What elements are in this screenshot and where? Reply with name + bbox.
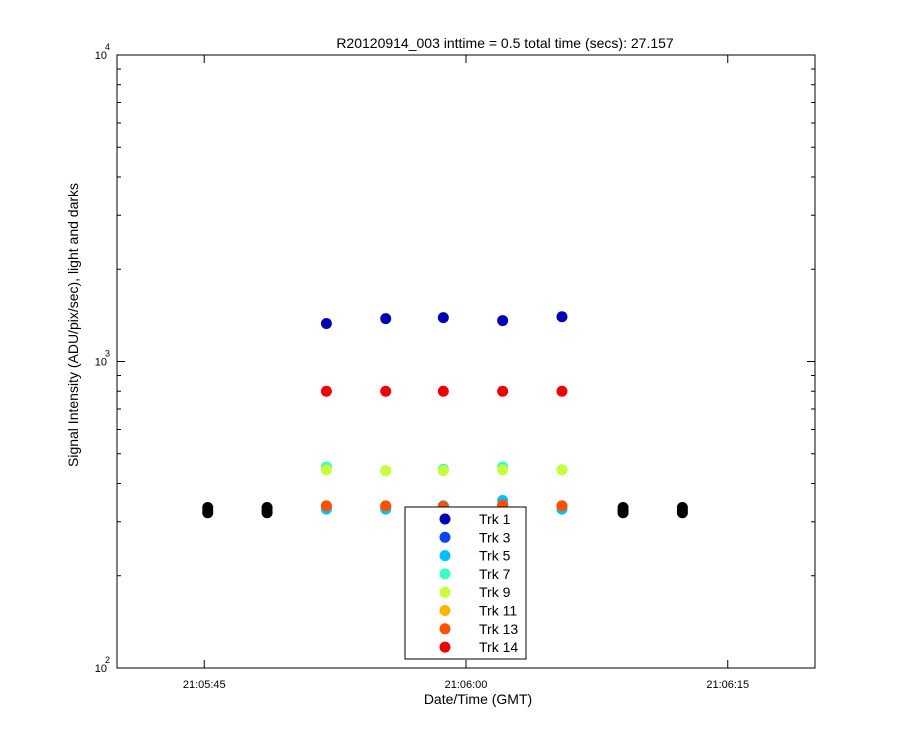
data-point: [320, 385, 332, 397]
legend-label: Trk 3: [479, 529, 511, 545]
y-tick-label-base: 10: [95, 663, 107, 675]
data-points: [202, 311, 688, 519]
legend-label: Trk 1: [479, 511, 511, 527]
data-point: [380, 500, 392, 512]
series-trk-14: [320, 385, 568, 397]
legend-items: Trk 1 Trk 3 Trk 5 Trk 7 Trk 9 Trk 11 Trk 13 Trk…: [439, 511, 518, 655]
legend-label: Trk 13: [479, 621, 518, 637]
x-axis-title: Date/Time (GMT): [424, 691, 532, 707]
data-point: [320, 318, 332, 330]
data-point: [380, 385, 392, 397]
y-tick-label-exponent: 2: [105, 655, 110, 665]
minor-ticks: [117, 68, 815, 577]
legend-entry: Trk 11: [439, 603, 517, 619]
y-tick-label: 104: [95, 42, 110, 62]
y-tick-label-base: 10: [95, 357, 107, 369]
legend-marker: [439, 513, 451, 525]
legend-marker: [439, 623, 451, 635]
series-dark-frames: [202, 501, 688, 519]
legend-entry: Trk 13: [439, 621, 518, 637]
data-point: [320, 500, 332, 512]
legend-label: Trk 14: [479, 639, 518, 655]
data-point: [437, 385, 449, 397]
legend-marker: [439, 550, 451, 562]
legend-marker: [439, 568, 451, 580]
x-tick-label: 21:06:00: [445, 679, 488, 691]
legend-entry: Trk 9: [439, 584, 511, 600]
legend: Trk 1 Trk 3 Trk 5 Trk 7 Trk 9 Trk 11 Trk 13 Trk…: [404, 506, 527, 660]
data-point: [497, 464, 509, 476]
legend-entry: Trk 7: [439, 566, 511, 582]
legend-box: [404, 506, 527, 660]
x-tick-label: 21:05:45: [183, 679, 226, 691]
data-point: [676, 501, 688, 513]
data-point: [380, 465, 392, 477]
y-tick-label: 102: [95, 655, 110, 675]
legend-marker: [439, 531, 451, 543]
data-point: [556, 464, 568, 476]
data-point: [261, 501, 273, 513]
data-point: [556, 500, 568, 512]
series-trk-9: [320, 464, 568, 477]
data-point: [437, 465, 449, 477]
data-point: [556, 385, 568, 397]
data-point: [617, 501, 629, 513]
data-point: [320, 464, 332, 476]
data-point: [380, 313, 392, 325]
y-axis-title: Signal Intensity (ADU/pix/sec), light an…: [65, 183, 81, 467]
data-point: [497, 315, 509, 327]
legend-entry: Trk 1: [439, 511, 511, 527]
legend-marker: [439, 641, 451, 653]
series-trk-1: [320, 311, 568, 330]
y-tick-label: 103: [95, 349, 110, 369]
major-ticks: [117, 54, 815, 669]
chart-title: R20120914_003 inttime = 0.5 total time (…: [336, 35, 674, 51]
data-point: [556, 311, 568, 323]
data-point: [497, 385, 509, 397]
y-tick-label-base: 10: [95, 50, 107, 62]
data-point: [202, 501, 214, 513]
legend-entry: Trk 14: [439, 639, 518, 655]
legend-marker: [439, 605, 451, 616]
legend-label: Trk 5: [479, 548, 511, 564]
data-point: [437, 312, 449, 324]
legend-label: Trk 9: [479, 584, 511, 600]
legend-label: Trk 7: [479, 566, 511, 582]
legend-label: Trk 11: [479, 603, 517, 619]
x-tick-label: 21:06:15: [706, 679, 749, 691]
y-tick-label-exponent: 3: [105, 349, 110, 359]
x-tick-labels: 21:05:45 21:06:00 21:06:15: [183, 679, 749, 691]
legend-marker: [439, 586, 451, 598]
y-tick-label-exponent: 4: [105, 42, 110, 52]
legend-entry: Trk 5: [439, 548, 511, 564]
legend-entry: Trk 3: [439, 529, 511, 545]
